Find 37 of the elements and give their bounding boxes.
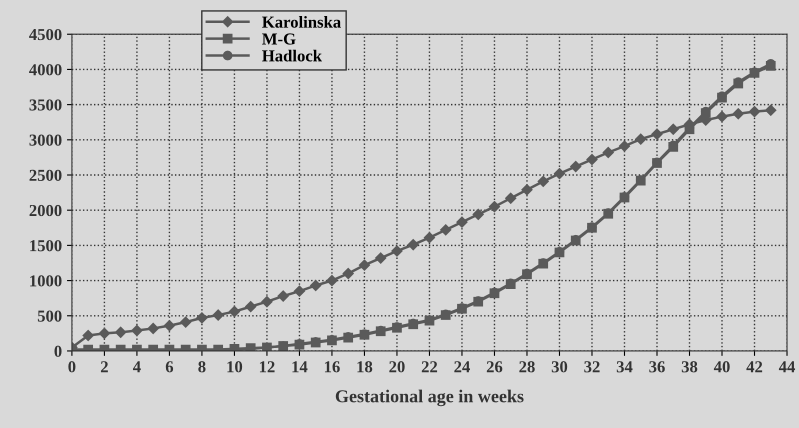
y-tick-label: 2500: [30, 170, 62, 181]
y-tick-label: 4000: [29, 64, 62, 76]
legend-label: Hadlock: [262, 50, 322, 62]
y-tick-label: 500: [38, 310, 62, 322]
legend-label: Karolinska: [262, 16, 341, 28]
y-tick-label: 3000: [29, 134, 62, 146]
x-tick-label: 2: [100, 361, 108, 372]
x-tick-label: 8: [198, 361, 206, 372]
x-tick-label: 16: [324, 361, 340, 372]
x-tick-label: 44: [778, 361, 796, 372]
x-tick-label: 30: [552, 361, 568, 372]
x-tick-label: 0: [68, 361, 76, 372]
y-tick-label: 1000: [30, 275, 62, 287]
y-tick-label: 3500: [29, 99, 62, 111]
x-tick-label: 26: [486, 361, 502, 372]
x-axis-title: Gestational age in weeks: [336, 390, 524, 406]
x-tick-label: 28: [519, 361, 535, 372]
x-tick-label: 38: [682, 361, 698, 372]
y-tick-label: 0: [54, 346, 62, 357]
x-tick-label: 24: [454, 361, 470, 372]
x-tick-label: 20: [389, 361, 405, 372]
x-tick-label: 34: [616, 361, 633, 372]
x-tick-label: 6: [166, 361, 174, 372]
x-tick-label: 12: [260, 361, 275, 372]
x-tick-label: 14: [292, 361, 308, 372]
x-tick-label: 36: [649, 361, 665, 372]
x-tick-label: 4: [132, 361, 141, 372]
x-tick-label: 40: [714, 361, 730, 372]
legend-label: M-G: [262, 33, 296, 45]
y-tick-label: 1500: [30, 240, 62, 252]
x-tick-label: 10: [227, 361, 242, 372]
x-tick-label: 22: [422, 361, 438, 372]
y-tick-label: 4500: [29, 28, 62, 40]
x-tick-label: 32: [584, 361, 600, 372]
x-tick-label: 42: [746, 361, 762, 372]
y-tick-label: 2000: [30, 204, 62, 216]
x-tick-label: 18: [357, 361, 372, 372]
